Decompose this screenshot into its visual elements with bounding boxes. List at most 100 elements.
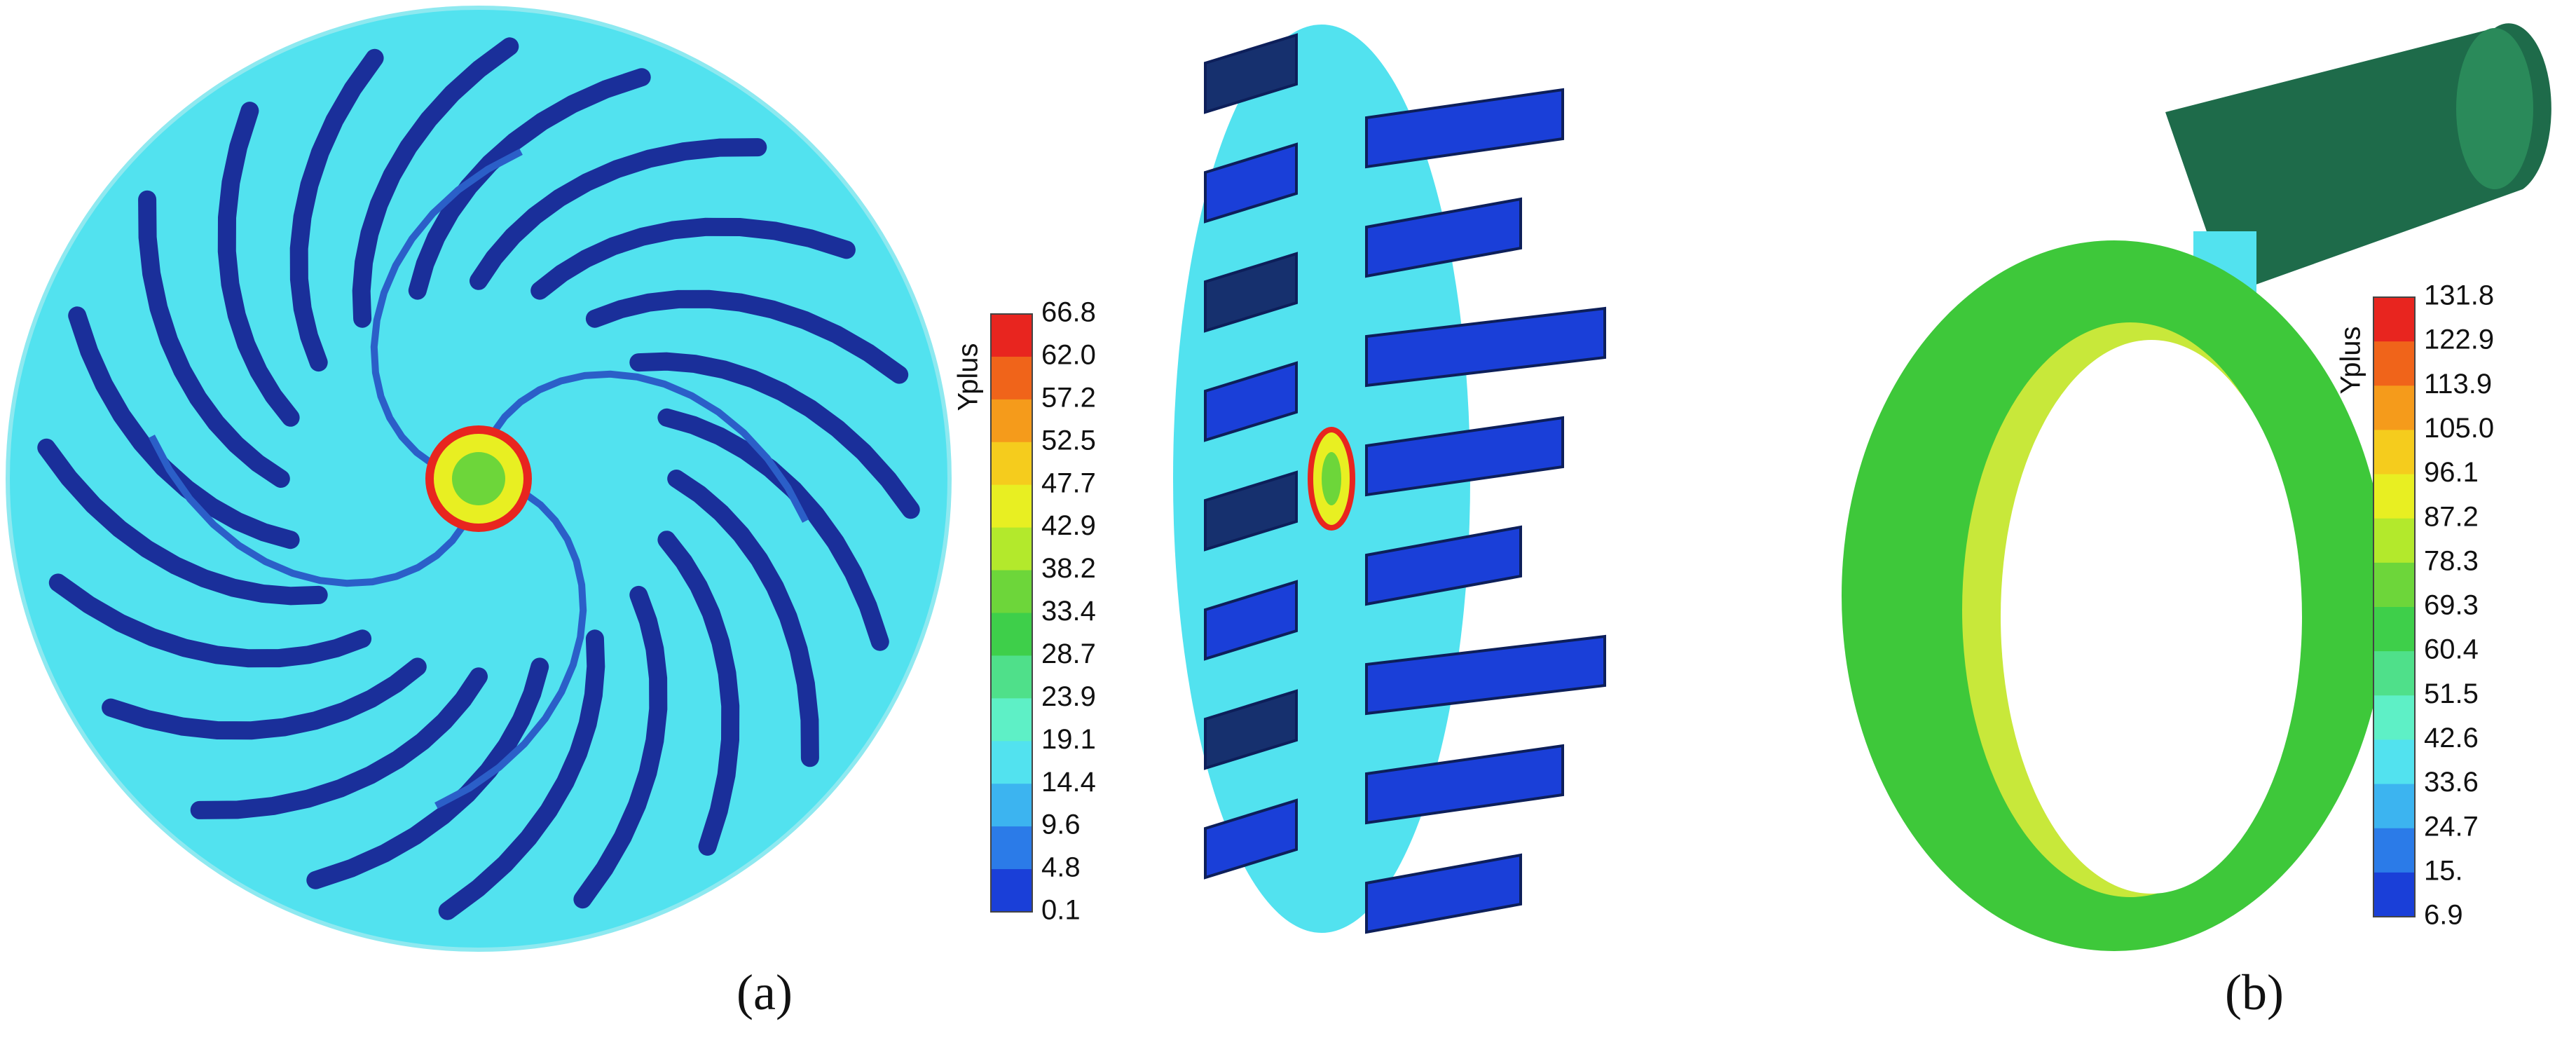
blade bbox=[102, 657, 427, 740]
blade bbox=[1204, 142, 1298, 224]
main-blade bbox=[370, 149, 523, 468]
colorbar-label: 131.8 bbox=[2424, 280, 2494, 311]
blade bbox=[1365, 525, 1522, 606]
colorbar-label: 52.5 bbox=[1041, 425, 1096, 456]
blade bbox=[138, 190, 290, 488]
colorbar-label: 69.3 bbox=[2424, 590, 2479, 621]
blade bbox=[573, 585, 668, 909]
colorbar-band bbox=[991, 314, 1032, 357]
colorbar-band bbox=[2373, 784, 2415, 829]
colorbar-band bbox=[2373, 430, 2415, 475]
colorbar-band bbox=[991, 442, 1032, 486]
colorbar-label: 0.1 bbox=[1041, 895, 1081, 926]
blade bbox=[1204, 580, 1298, 661]
colorbar-label: 42.9 bbox=[1041, 510, 1096, 541]
colorbar-band bbox=[991, 527, 1032, 571]
impeller-top-view bbox=[6, 6, 952, 952]
colorbar-band bbox=[2373, 828, 2415, 873]
colorbar-band bbox=[991, 869, 1032, 913]
colorbar-band bbox=[2373, 562, 2415, 608]
blade bbox=[408, 68, 651, 300]
colorbar-band bbox=[991, 655, 1032, 699]
blade bbox=[1204, 689, 1298, 770]
blade bbox=[530, 217, 856, 300]
colorbar-label: 87.2 bbox=[2424, 501, 2479, 532]
main-blade bbox=[149, 435, 468, 587]
colorbar-label: 57.2 bbox=[1041, 382, 1096, 413]
colorbar-label: 51.5 bbox=[2424, 678, 2479, 709]
colorbar-label: 78.3 bbox=[2424, 545, 2479, 576]
colorbar-label: 38.2 bbox=[1041, 553, 1096, 584]
blade bbox=[306, 657, 549, 889]
colorbar-band bbox=[991, 356, 1032, 400]
volute-hole bbox=[2001, 340, 2302, 894]
blade bbox=[657, 408, 889, 651]
colorbar-band bbox=[2373, 651, 2415, 696]
impeller-side-view bbox=[1173, 25, 1606, 934]
blade bbox=[352, 37, 519, 328]
blade bbox=[585, 289, 909, 384]
caption: (a) bbox=[737, 964, 793, 1020]
colorbar-band bbox=[2373, 297, 2415, 342]
colorbar-band bbox=[2373, 518, 2415, 564]
blade bbox=[1365, 744, 1564, 825]
blade bbox=[1204, 361, 1298, 442]
colorbar-frame bbox=[2373, 296, 2416, 917]
colorbars: 66.8 62.0 57.2 52.5 47.7 42.9 38.2 33.4 28.7 23.9… bbox=[953, 280, 2495, 931]
blade bbox=[629, 352, 920, 519]
blade bbox=[1204, 470, 1298, 552]
blade bbox=[1204, 33, 1298, 114]
main-blade bbox=[489, 370, 809, 523]
colorbar-band bbox=[991, 784, 1032, 827]
colorbar-label: 62.0 bbox=[1041, 339, 1096, 370]
colorbar-band bbox=[991, 741, 1032, 784]
colorbar-label: 28.7 bbox=[1041, 638, 1096, 669]
blade bbox=[470, 138, 767, 290]
colorbar-label: 66.8 bbox=[1041, 297, 1096, 328]
colorbar-band bbox=[991, 570, 1032, 613]
colorbar-label: 113.9 bbox=[2424, 369, 2492, 400]
colorbar-label: 122.9 bbox=[2424, 325, 2494, 355]
colorbar-label: 47.7 bbox=[1041, 467, 1096, 498]
colorbar-band bbox=[2373, 607, 2415, 652]
blade bbox=[289, 48, 384, 372]
blade bbox=[190, 667, 488, 819]
main-blade bbox=[434, 489, 587, 809]
blade bbox=[1365, 88, 1564, 169]
colorbar-band bbox=[991, 613, 1032, 656]
colorbar-label: 24.7 bbox=[2424, 811, 2479, 842]
hub-center bbox=[452, 452, 505, 505]
colorbar-label: 6.9 bbox=[2424, 900, 2463, 931]
blade bbox=[1365, 306, 1606, 388]
colorbar-label: 105.0 bbox=[2424, 413, 2494, 444]
colorbar-band bbox=[991, 399, 1032, 443]
colorbar-band bbox=[2373, 341, 2415, 386]
colorbar-label: 23.9 bbox=[1041, 681, 1096, 712]
blade bbox=[438, 629, 605, 920]
colorbar-label: 96.1 bbox=[2424, 457, 2479, 488]
hub-center bbox=[1322, 452, 1341, 505]
colorbar-label: 15. bbox=[2424, 855, 2463, 886]
blade bbox=[1204, 798, 1298, 880]
colorbar-title: Yplus bbox=[953, 343, 984, 411]
blade bbox=[217, 102, 300, 427]
blade bbox=[1365, 416, 1564, 497]
colorbar-band bbox=[991, 698, 1032, 742]
blade bbox=[48, 573, 372, 668]
colorbar-label: 60.4 bbox=[2424, 634, 2479, 665]
blade bbox=[667, 470, 819, 767]
colorbar-band bbox=[2373, 872, 2415, 917]
blade bbox=[68, 306, 300, 549]
colorbar-band bbox=[2373, 474, 2415, 519]
blade bbox=[1204, 252, 1298, 333]
outlet-end bbox=[2456, 28, 2533, 189]
colorbar-band bbox=[2373, 695, 2415, 740]
blade bbox=[1365, 634, 1606, 716]
volute bbox=[1842, 23, 2551, 951]
colorbar-band bbox=[2373, 385, 2415, 430]
colorbar-label: 42.6 bbox=[2424, 723, 2479, 753]
colorbar-band bbox=[991, 826, 1032, 870]
blade bbox=[1365, 853, 1522, 934]
colorbar-label: 14.4 bbox=[1041, 767, 1096, 798]
